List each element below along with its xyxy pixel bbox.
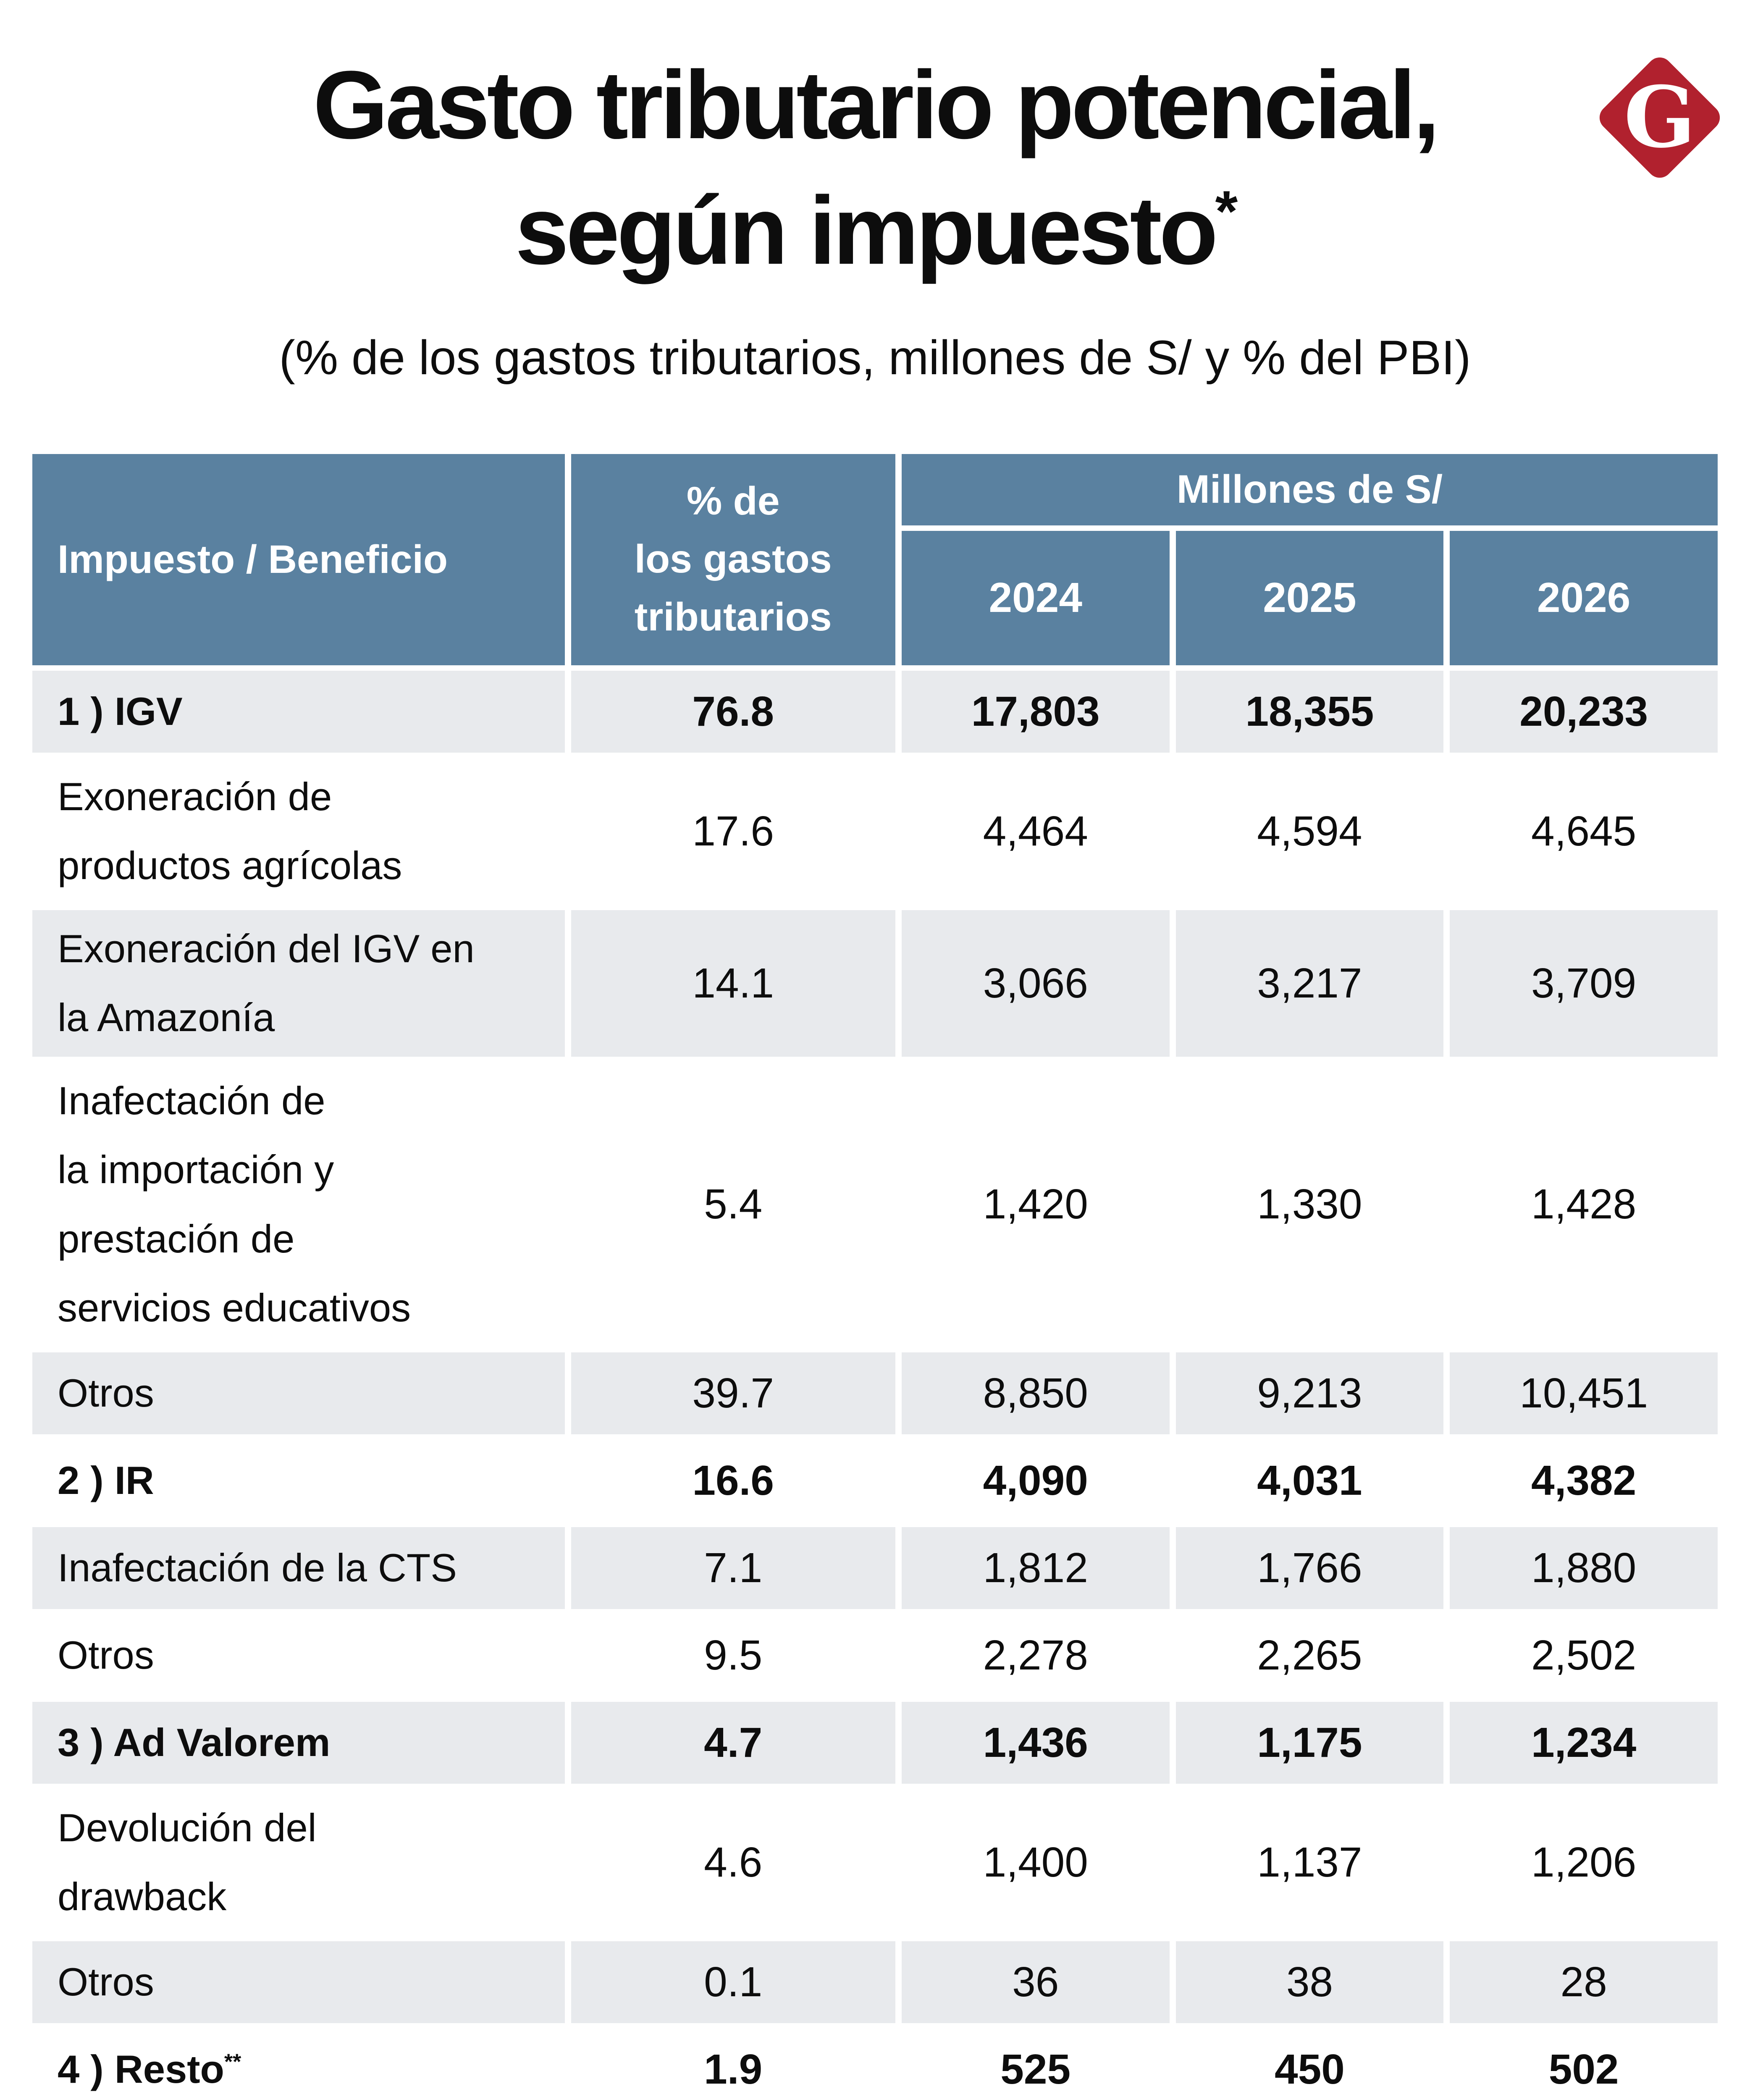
table-row-resto: 4 ) Resto** 1.9 525 450 502 (32, 2029, 1718, 2100)
row-label: Inafectación de la CTS (32, 1527, 565, 1609)
cell-2025: 450 (1275, 2045, 1345, 2093)
cell-2024: 3,066 (901, 910, 1170, 1057)
cell-2024: 8,850 (901, 1352, 1170, 1434)
header-millones: Millones de S/ (901, 454, 1718, 525)
row-label: 1 ) IGV (32, 670, 565, 753)
cell-pct: 9.5 (704, 1631, 763, 1679)
cell-2026: 502 (1548, 2045, 1619, 2093)
row-label-text: 4 ) Resto (58, 2047, 224, 2091)
cell-2025: 1,175 (1175, 1701, 1444, 1784)
cell-2026: 1,206 (1531, 1838, 1637, 1886)
row-label-footnote-mark: ** (224, 2049, 241, 2074)
title-line1: Gasto tributario potencial, (313, 51, 1440, 159)
cell-2025: 2,265 (1257, 1631, 1362, 1679)
row-label: 2 ) IR (58, 1458, 154, 1502)
cell-2025: 4,031 (1257, 1457, 1362, 1504)
row-label: Otros (32, 1352, 565, 1434)
header-row-group: Impuesto / Beneficio % de los gastos tri… (32, 454, 1718, 665)
cell-2024: 1,400 (983, 1838, 1088, 1886)
row-label: 4 ) Resto** (32, 2029, 565, 2100)
header-row-years: 2024 2025 2026 (32, 530, 1718, 665)
cell-2026: 10,451 (1450, 1352, 1718, 1434)
page-title: Gasto tributario potencial, según impues… (84, 42, 1666, 293)
table-row-inafectacion-cts: Inafectación de la CTS 7.1 1,812 1,766 1… (32, 1527, 1718, 1609)
page-subtitle: (% de los gastos tributarios, millones d… (279, 331, 1471, 385)
table-row-otros-advalorem: Otros 0.1 36 38 28 (32, 1941, 1718, 2023)
cell-2024: 1,436 (901, 1701, 1170, 1784)
cell-2025: 9,213 (1175, 1352, 1444, 1434)
cell-pct: 39.7 (571, 1352, 895, 1434)
header-year-2024: 2024 (901, 530, 1170, 665)
cell-2026: 1,428 (1531, 1181, 1637, 1228)
row-label: Exoneración de productos agrícolas (58, 774, 402, 888)
cell-2026: 1,234 (1450, 1701, 1718, 1784)
table-row-exo-agricolas: Exoneración de productos agrícolas 17.6 … (32, 758, 1718, 905)
logo-letter-g: G (1624, 68, 1696, 167)
header-year-2026: 2026 (1450, 530, 1718, 665)
cell-2026: 3,709 (1450, 910, 1718, 1057)
header-year-2025: 2025 (1175, 530, 1444, 665)
title-asterisk: * (1215, 179, 1238, 244)
row-label: Devolución del drawback (58, 1805, 317, 1919)
cell-pct: 0.1 (571, 1941, 895, 2023)
cell-2024: 525 (1000, 2045, 1071, 2093)
cell-2026: 4,645 (1531, 807, 1637, 855)
cell-2024: 4,090 (983, 1457, 1088, 1504)
table-row-otros-ir: Otros 9.5 2,278 2,265 2,502 (32, 1614, 1718, 1696)
table-row-exo-amazonia: Exoneración del IGV en la Amazonía 14.1 … (32, 910, 1718, 1057)
table-container: Impuesto / Beneficio % de los gastos tri… (26, 449, 1724, 2100)
table-row-ad-valorem: 3 ) Ad Valorem 4.7 1,436 1,175 1,234 (32, 1701, 1718, 1784)
cell-pct: 5.4 (704, 1181, 763, 1228)
cell-2024: 4,464 (983, 807, 1088, 855)
gestion-logo: G (1593, 50, 1727, 185)
row-label: 3 ) Ad Valorem (32, 1701, 565, 1784)
cell-pct: 7.1 (571, 1527, 895, 1609)
table-row-otros-igv: Otros 39.7 8,850 9,213 10,451 (32, 1352, 1718, 1434)
cell-2025: 38 (1175, 1941, 1444, 2023)
cell-pct: 4.6 (704, 1838, 763, 1886)
cell-2025: 4,594 (1257, 807, 1362, 855)
cell-2025: 1,330 (1257, 1181, 1362, 1228)
table-row-ir: 2 ) IR 16.6 4,090 4,031 4,382 (32, 1440, 1718, 1522)
cell-2024: 2,278 (983, 1631, 1088, 1679)
cell-pct: 4.7 (571, 1701, 895, 1784)
cell-2025: 3,217 (1175, 910, 1444, 1057)
row-label: Otros (58, 1633, 154, 1677)
cell-2025: 1,137 (1257, 1838, 1362, 1886)
cell-2026: 4,382 (1531, 1457, 1637, 1504)
table-row-igv: 1 ) IGV 76.8 17,803 18,355 20,233 (32, 670, 1718, 753)
row-label: Exoneración del IGV en la Amazonía (32, 910, 565, 1057)
header-impuesto-beneficio: Impuesto / Beneficio (32, 454, 565, 665)
cell-2024: 1,420 (983, 1181, 1088, 1228)
cell-2024: 17,803 (901, 670, 1170, 753)
cell-2025: 1,766 (1175, 1527, 1444, 1609)
title-line2: según impuesto (515, 176, 1218, 284)
tax-expenditure-table: Impuesto / Beneficio % de los gastos tri… (26, 449, 1724, 2100)
cell-pct: 1.9 (704, 2045, 763, 2093)
cell-pct: 17.6 (692, 807, 774, 855)
cell-pct: 16.6 (692, 1457, 774, 1504)
row-label: Otros (32, 1941, 565, 2023)
header-pct-gastos: % de los gastos tributarios (571, 454, 895, 665)
cell-pct: 14.1 (571, 910, 895, 1057)
cell-pct: 76.8 (571, 670, 895, 753)
cell-2026: 28 (1450, 1941, 1718, 2023)
cell-2026: 2,502 (1531, 1631, 1637, 1679)
table-row-drawback: Devolución del drawback 4.6 1,400 1,137 … (32, 1789, 1718, 1936)
cell-2025: 18,355 (1175, 670, 1444, 753)
cell-2026: 1,880 (1450, 1527, 1718, 1609)
cell-2024: 1,812 (901, 1527, 1170, 1609)
row-label: Inafectación de la importación y prestac… (58, 1078, 411, 1330)
table-row-inafectacion-educativos: Inafectación de la importación y prestac… (32, 1062, 1718, 1347)
cell-2024: 36 (901, 1941, 1170, 2023)
cell-2026: 20,233 (1450, 670, 1718, 753)
